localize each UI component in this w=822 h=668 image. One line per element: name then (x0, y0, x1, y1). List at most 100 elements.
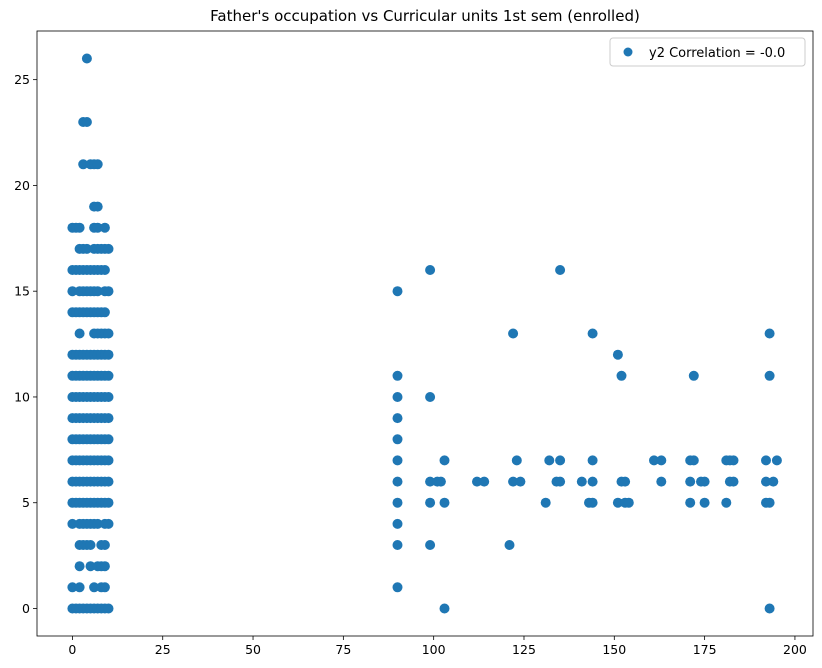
data-point (616, 370, 627, 381)
data-point (425, 497, 436, 508)
data-point (656, 476, 667, 487)
data-point (103, 370, 114, 381)
data-point (74, 222, 85, 233)
y-tick-label: 5 (22, 495, 30, 510)
data-point (99, 561, 110, 572)
data-point (479, 476, 490, 487)
data-point (587, 328, 598, 339)
data-point (103, 413, 114, 424)
data-point (425, 392, 436, 402)
data-point (103, 603, 114, 614)
data-point (67, 518, 78, 529)
data-point (555, 455, 566, 466)
data-point (103, 286, 114, 297)
y-tick-label: 0 (22, 601, 30, 616)
data-point (392, 370, 403, 381)
data-point (74, 582, 85, 593)
y-axis: 0 5 10 15 20 25 (14, 72, 37, 616)
data-point (620, 476, 631, 487)
data-point (392, 540, 403, 550)
data-point (435, 476, 446, 487)
data-point (472, 476, 482, 487)
data-point (99, 307, 110, 318)
data-point (728, 455, 739, 466)
data-point (508, 476, 519, 487)
data-point (92, 222, 103, 233)
data-point (515, 476, 526, 487)
data-point (649, 455, 659, 466)
legend: y2 Correlation = -0.0 (609, 37, 806, 67)
data-point (685, 497, 696, 508)
x-tick-label: 0 (68, 642, 76, 657)
data-point (103, 497, 114, 508)
y-tick-label: 15 (14, 284, 30, 299)
data-point (392, 518, 403, 529)
data-point (103, 434, 114, 445)
y-tick-label: 10 (14, 389, 30, 404)
data-point (587, 476, 598, 487)
data-point (392, 476, 403, 487)
x-tick-label: 150 (602, 642, 626, 657)
data-point (392, 392, 403, 402)
data-point (504, 540, 515, 550)
data-point (103, 518, 114, 529)
data-point (699, 497, 710, 508)
data-point (439, 603, 450, 614)
data-point (587, 497, 598, 508)
data-point (89, 582, 100, 593)
data-point (99, 222, 110, 233)
data-point (761, 455, 771, 466)
x-axis: 0 25 50 75 100 125 150 175 200 (68, 636, 807, 657)
data-point (99, 265, 110, 275)
data-point (688, 370, 699, 381)
x-tick-label: 75 (335, 642, 351, 657)
data-point (392, 455, 403, 466)
data-point (392, 434, 403, 445)
data-point (81, 53, 92, 64)
y-tick-label: 20 (14, 178, 30, 193)
data-point (81, 117, 92, 127)
legend-marker (623, 47, 633, 57)
x-tick-label: 25 (155, 642, 171, 657)
data-point (74, 328, 85, 339)
data-point (612, 497, 623, 508)
data-point (74, 561, 85, 572)
data-point (425, 476, 436, 487)
data-point (544, 455, 555, 466)
data-point (761, 476, 771, 487)
data-point (392, 286, 403, 297)
data-point (67, 582, 78, 593)
data-point (81, 243, 92, 254)
data-point (425, 540, 436, 550)
data-point (92, 159, 103, 170)
data-point (92, 518, 103, 529)
data-point (392, 497, 403, 508)
data-point (508, 328, 519, 339)
plot-frame (36, 30, 814, 637)
data-point (555, 476, 566, 487)
data-point (439, 455, 450, 466)
data-point (656, 455, 667, 466)
data-point (764, 497, 775, 508)
data-point (103, 476, 114, 487)
data-point (103, 243, 114, 254)
data-point (587, 455, 598, 466)
data-point (392, 413, 403, 424)
y-tick-label: 25 (14, 72, 30, 87)
data-point (721, 497, 732, 508)
data-point (85, 540, 96, 550)
data-point (425, 265, 436, 275)
data-point (439, 497, 450, 508)
data-point (99, 582, 110, 593)
data-point (103, 392, 114, 402)
data-point (78, 159, 89, 170)
data-point (103, 455, 114, 466)
x-tick-label: 200 (783, 642, 807, 657)
data-point (67, 286, 78, 297)
data-point (85, 561, 96, 572)
data-point (699, 476, 710, 487)
x-tick-label: 100 (422, 642, 446, 657)
chart-title: Father's occupation vs Curricular units … (210, 7, 640, 25)
data-point (764, 603, 775, 614)
